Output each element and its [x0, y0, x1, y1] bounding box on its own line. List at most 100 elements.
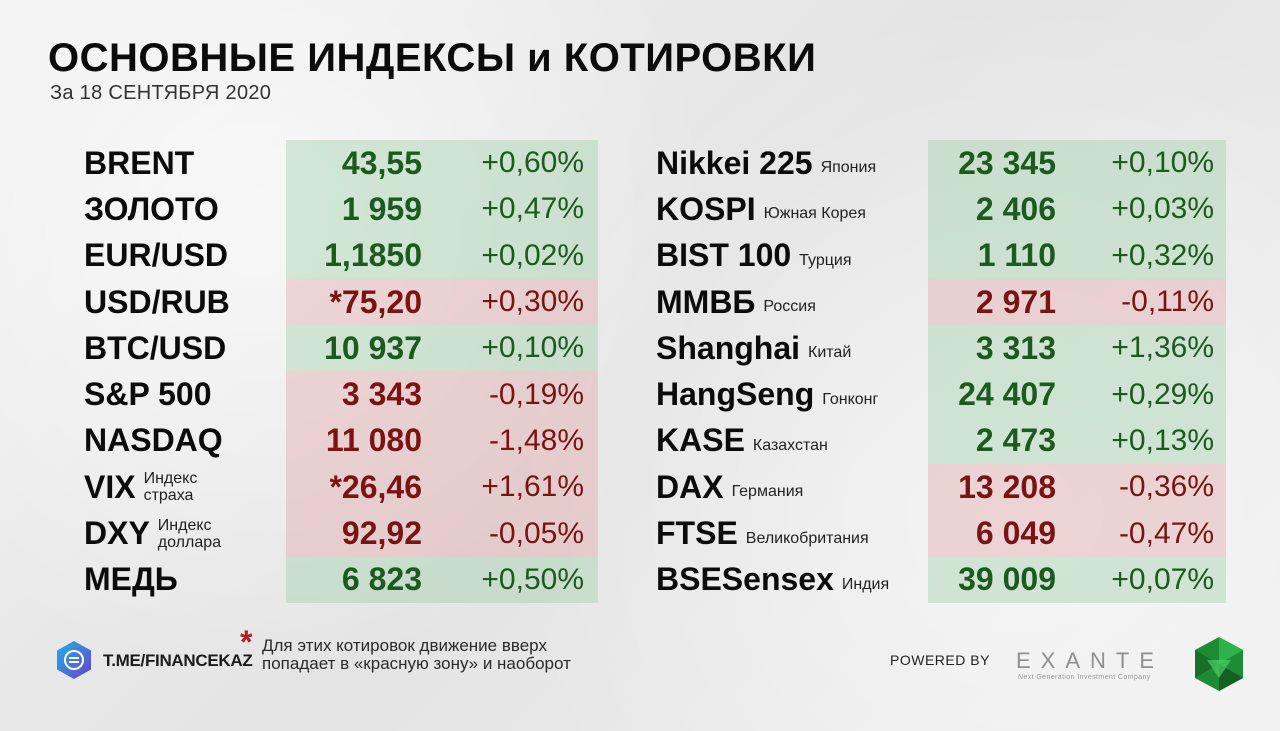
instrument-name: МЕДЬ [84, 561, 178, 598]
asterisk-mark: * [240, 624, 253, 660]
brand-tagline: Next Generation Investment Company [1018, 674, 1151, 681]
quote-value: 11 080 [325, 422, 422, 459]
quote-cell: 24 407 +0,29% [928, 371, 1226, 418]
instrument-label: KOSPI [656, 190, 756, 227]
quote-cell: 13 208 -0,36% [928, 464, 1226, 511]
quote-row: VIX Индекс страха *26,46 +1,61% [84, 464, 598, 511]
quote-row: NASDAQ 11 080 -1,48% [84, 417, 598, 465]
quote-value: 2 473 [975, 422, 1056, 459]
instrument-label: ММВБ [656, 283, 756, 320]
page-title: ОСНОВНЫЕ ИНДЕКСЫ и КОТИРОВКИ [48, 36, 817, 80]
instrument-name: ЗОЛОТО [84, 191, 219, 228]
instrument-name: FTSE Великобритания [656, 515, 869, 552]
quote-cell: 23 345 +0,10% [928, 140, 1226, 187]
quote-row: USD/RUB *75,20 +0,30% [84, 278, 598, 326]
instrument-name: DAX Германия [656, 469, 803, 506]
quote-change: +1,61% [481, 470, 584, 504]
instrument-label: EUR/USD [84, 237, 229, 274]
quote-value: 6 823 [341, 561, 422, 598]
quote-change: +0,10% [1111, 146, 1214, 180]
quote-change: +0,29% [1111, 377, 1214, 411]
quote-cell: 43,55 +0,60% [286, 140, 598, 187]
brand-name: EXANTE [1016, 648, 1165, 673]
instrument-label: BSESensex [656, 561, 834, 598]
instrument-country: Великобритания [745, 529, 869, 547]
quote-cell: 1,1850 +0,02% [286, 232, 598, 279]
quote-change: +0,50% [481, 562, 584, 596]
quote-cell: 2 473 +0,13% [928, 417, 1226, 465]
quote-value: 24 407 [958, 376, 1056, 413]
quote-change: +0,03% [1111, 192, 1214, 226]
instrument-country: Южная Корея [763, 205, 866, 223]
instrument-name: NASDAQ [84, 422, 223, 459]
telegram-link[interactable]: T.ME/FINANCEKAZ [103, 651, 253, 670]
quote-row: EUR/USD 1,1850 +0,02% [84, 232, 598, 279]
quote-row: KASE Казахстан 2 473 +0,13% [656, 417, 1226, 465]
instrument-label: DXY [84, 515, 150, 552]
instrument-country: Гонконг [822, 390, 879, 408]
instrument-note-line2: доллара [157, 533, 222, 551]
quote-row: МЕДЬ 6 823 +0,50% [84, 556, 598, 603]
instrument-label: FTSE [656, 515, 738, 552]
instrument-label: DAX [656, 468, 724, 505]
quote-value: 3 343 [341, 376, 422, 413]
quote-cell: 6 049 -0,47% [928, 510, 1226, 557]
quote-value: *75,20 [329, 283, 422, 320]
quote-change: +1,36% [1111, 331, 1214, 365]
right-quotes-panel: Nikkei 225 Япония 23 345 +0,10% KOSPI Южная К… [656, 140, 1226, 603]
instrument-label: ЗОЛОТО [84, 190, 219, 227]
quote-cell: 6 823 +0,50% [286, 556, 598, 603]
quote-cell: 3 313 +1,36% [928, 325, 1226, 372]
instrument-note-line2: страха [143, 487, 194, 505]
page-subtitle: За 18 СЕНТЯБРЯ 2020 [50, 82, 272, 104]
quote-row: ЗОЛОТО 1 959 +0,47% [84, 186, 598, 233]
quote-cell: *75,20 +0,30% [286, 278, 598, 326]
quote-change: +0,47% [481, 192, 584, 226]
quote-cell: 1 110 +0,32% [928, 232, 1226, 279]
quote-row: ММВБ Россия 2 971 -0,11% [656, 278, 1226, 326]
instrument-name: BRENT [84, 145, 194, 182]
instrument-label: S&P 500 [84, 376, 212, 413]
quote-row: Shanghai Китай 3 313 +1,36% [656, 325, 1226, 372]
quote-value: 3 313 [975, 329, 1056, 366]
quote-value: 39 009 [958, 561, 1056, 598]
quote-value: 1 959 [341, 190, 422, 227]
instrument-label: USD/RUB [84, 283, 230, 320]
instrument-name: Nikkei 225 Япония [656, 145, 876, 182]
instrument-name: KASE Казахстан [656, 422, 828, 459]
instrument-country: Индия [841, 575, 890, 593]
quote-row: BRENT 43,55 +0,60% [84, 140, 598, 187]
instrument-name: ММВБ Россия [656, 284, 816, 321]
quote-row: S&P 500 3 343 -0,19% [84, 371, 598, 418]
quote-cell: 11 080 -1,48% [286, 417, 598, 465]
instrument-label: BIST 100 [656, 237, 792, 274]
left-quotes-panel: BRENT 43,55 +0,60% ЗОЛОТО 1 959 +0,47% EUR/USD… [84, 140, 598, 603]
instrument-name: VIX Индекс страха [84, 469, 197, 506]
instrument-label: KASE [656, 422, 745, 459]
quote-change: -0,36% [1118, 470, 1214, 504]
exante-gem-logo-icon [1195, 637, 1243, 691]
instrument-note-line1: Индекс [143, 470, 198, 488]
quote-change: -0,47% [1118, 516, 1214, 550]
quote-row: DAX Германия 13 208 -0,36% [656, 464, 1226, 511]
quote-row: BSESensex Индия 39 009 +0,07% [656, 556, 1226, 603]
quote-cell: *26,46 +1,61% [286, 464, 598, 511]
quote-cell: 2 406 +0,03% [928, 186, 1226, 233]
instrument-country: Китай [808, 344, 852, 362]
instrument-country: Казахстан [752, 436, 828, 454]
footnote-text: Для этих котировок движение вверх попада… [262, 636, 571, 673]
quote-value: 92,92 [341, 515, 422, 552]
instrument-note: Индекс страха [144, 470, 198, 504]
instrument-note: Индекс доллара [158, 517, 221, 551]
quote-value: *26,46 [329, 468, 422, 505]
instrument-country: Япония [820, 159, 877, 177]
quote-cell: 2 971 -0,11% [928, 278, 1226, 326]
telegram-channel-logo-icon [57, 641, 91, 679]
quote-row: KOSPI Южная Корея 2 406 +0,03% [656, 186, 1226, 233]
quote-change: +0,13% [1111, 423, 1214, 457]
quote-change: +0,30% [481, 285, 584, 319]
quote-value: 13 208 [958, 468, 1056, 505]
quote-value: 6 049 [975, 515, 1056, 552]
quote-value: 1,1850 [324, 237, 422, 274]
instrument-name: BSESensex Индия [656, 561, 889, 598]
